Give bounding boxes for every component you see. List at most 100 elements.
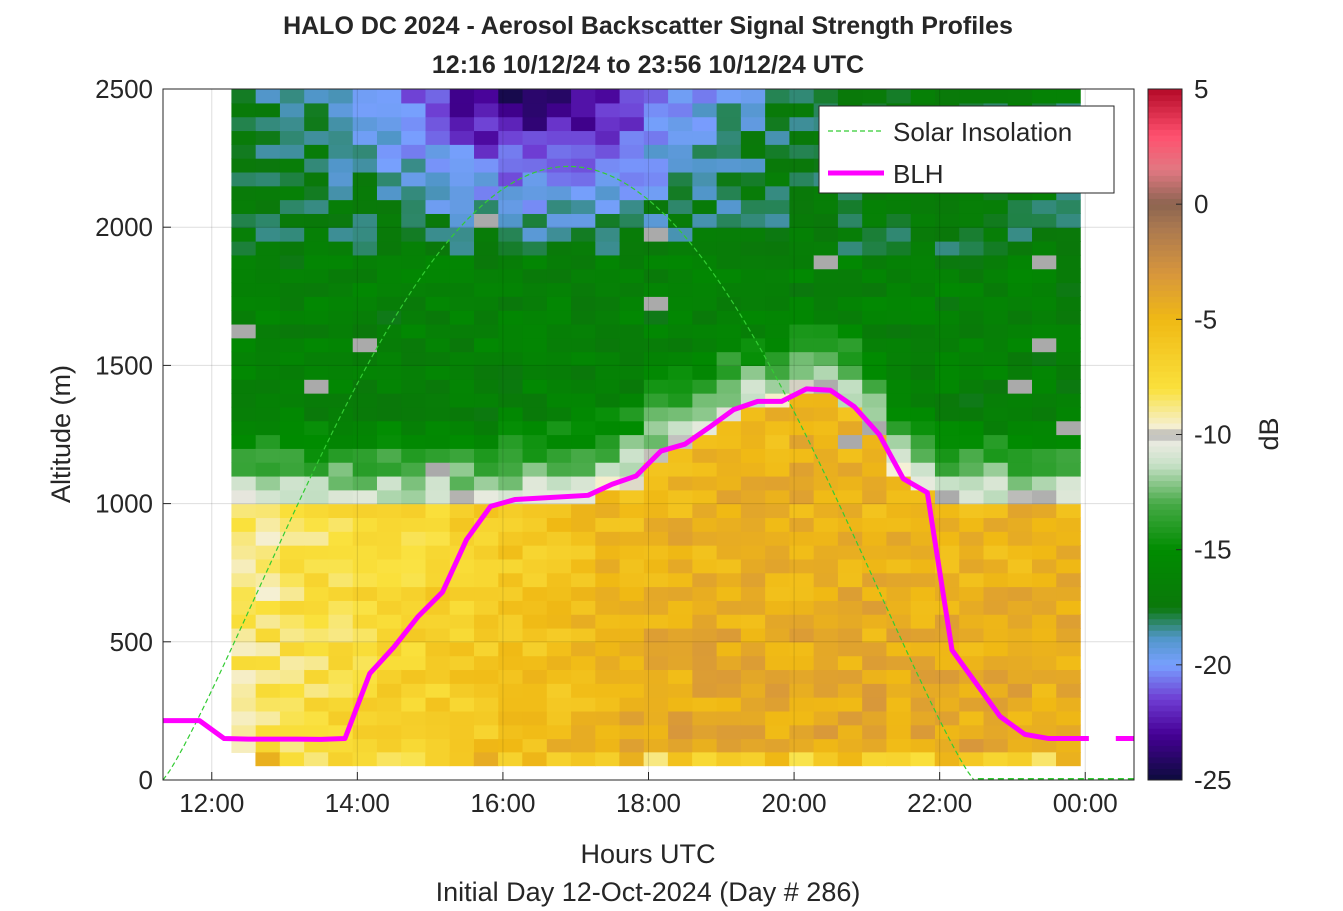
- heatmap-cell: [643, 365, 669, 380]
- heatmap-cell: [425, 282, 451, 297]
- heatmap-cell: [376, 282, 402, 297]
- heatmap-cell: [571, 365, 596, 380]
- heatmap-cell: [328, 337, 354, 353]
- heatmap-cell: [498, 531, 524, 546]
- heatmap-cell: [643, 89, 669, 104]
- heatmap-cell: [837, 337, 863, 353]
- heatmap-cell: [231, 586, 257, 601]
- colorbar-cell: [1148, 94, 1182, 102]
- heatmap-cell: [765, 102, 791, 118]
- heatmap-cell: [1007, 545, 1033, 560]
- heatmap-cell: [522, 627, 548, 643]
- heatmap-cell: [837, 475, 863, 491]
- heatmap-cell: [716, 102, 742, 118]
- heatmap-cell: [668, 572, 693, 588]
- colorbar-cell: [1148, 641, 1182, 649]
- heatmap-cell: [231, 558, 257, 574]
- heatmap-cell: [304, 323, 330, 339]
- colorbar-cell: [1148, 509, 1182, 516]
- colorbar-cell: [1148, 330, 1182, 338]
- heatmap-cell: [668, 102, 693, 118]
- heatmap-cell: [352, 434, 378, 449]
- heatmap-cell: [765, 130, 791, 145]
- heatmap-cell: [571, 572, 596, 588]
- heatmap-cell: [376, 448, 402, 463]
- heatmap-cell: [255, 296, 281, 311]
- heatmap-cell: [522, 144, 548, 159]
- heatmap-cell: [619, 669, 645, 684]
- heatmap-cell: [595, 655, 621, 671]
- heatmap-cell: [716, 379, 742, 394]
- heatmap-cell: [352, 531, 378, 546]
- heatmap-cell: [231, 489, 257, 505]
- heatmap-cell: [619, 393, 645, 408]
- colorbar-cell: [1148, 135, 1182, 142]
- heatmap-cell: [474, 227, 499, 242]
- heatmap-cell: [546, 185, 572, 201]
- heatmap-cell: [862, 199, 888, 214]
- heatmap-cell: [1007, 268, 1033, 284]
- heatmap-cell: [837, 296, 863, 311]
- heatmap-cell: [376, 724, 402, 740]
- heatmap-cell: [304, 130, 330, 145]
- heatmap-cell: [449, 710, 475, 726]
- heatmap-cell: [255, 475, 281, 491]
- heatmap-cell: [1032, 351, 1057, 366]
- heatmap-cell: [837, 738, 863, 753]
- heatmap-cell: [449, 655, 475, 671]
- heatmap-cell: [862, 517, 888, 532]
- heatmap-cell: [1056, 586, 1081, 601]
- heatmap-cell: [449, 254, 475, 270]
- heatmap-cell: [595, 102, 621, 118]
- heatmap-cell: [328, 669, 354, 684]
- heatmap-cell: [934, 531, 960, 546]
- heatmap-cell: [813, 752, 839, 767]
- heatmap-cell: [789, 406, 815, 422]
- heatmap-cell: [595, 282, 621, 297]
- heatmap-cell: [813, 310, 839, 325]
- heatmap-cell: [862, 710, 888, 726]
- colorbar-tick-label: -10: [1194, 420, 1232, 450]
- heatmap-cell: [546, 323, 572, 339]
- heatmap-cell: [595, 296, 621, 311]
- heatmap-cell: [765, 144, 791, 159]
- colorbar-cell: [1148, 112, 1182, 119]
- heatmap-cell: [255, 752, 281, 767]
- heatmap-cell: [522, 710, 548, 726]
- heatmap-cell: [328, 434, 354, 449]
- heatmap-cell: [304, 254, 330, 270]
- heatmap-cell: [474, 241, 499, 256]
- heatmap-cell: [1031, 752, 1057, 767]
- heatmap-cell: [668, 655, 693, 671]
- heatmap-cell: [983, 710, 1009, 726]
- heatmap-cell: [304, 531, 330, 546]
- heatmap-cell: [765, 669, 791, 684]
- heatmap-cell: [643, 102, 669, 118]
- heatmap-cell: [886, 268, 912, 284]
- heatmap-cell: [449, 503, 475, 519]
- heatmap-cell: [1056, 406, 1081, 422]
- heatmap-cell: [352, 323, 378, 339]
- x-axis-label: Hours UTC: [580, 839, 715, 869]
- heatmap-cell: [910, 241, 936, 256]
- heatmap-cell: [934, 227, 960, 242]
- colorbar-cell: [1148, 664, 1182, 672]
- heatmap-cell: [862, 462, 888, 477]
- heatmap-cell: [546, 517, 572, 532]
- heatmap-cell: [304, 558, 330, 574]
- heatmap-cell: [376, 365, 402, 380]
- heatmap-cell: [959, 697, 985, 712]
- heatmap-cell: [571, 296, 596, 311]
- heatmap-cell: [449, 600, 475, 615]
- heatmap-cell: [352, 627, 378, 643]
- heatmap-cell: [279, 600, 305, 615]
- heatmap-cell: [304, 600, 330, 615]
- heatmap-cell: [619, 627, 645, 643]
- heatmap-cell: [231, 213, 257, 228]
- heatmap-cell: [716, 752, 742, 767]
- colorbar-tick-label: 0: [1194, 189, 1208, 219]
- heatmap-cell: [740, 641, 766, 657]
- colorbar-cell: [1148, 353, 1182, 361]
- colorbar-cell: [1148, 325, 1182, 332]
- colorbar-cell: [1148, 589, 1182, 597]
